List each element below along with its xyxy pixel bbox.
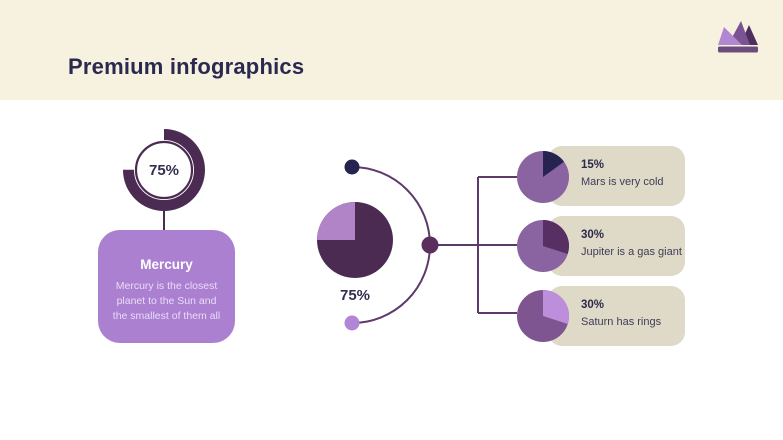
mars-pie-chart: [517, 151, 569, 203]
mercury-donut-chart: [123, 129, 205, 211]
center-pie-chart: [317, 202, 393, 278]
mars-percent: 15%: [581, 159, 605, 171]
saturn-label: Saturn has rings: [581, 316, 662, 328]
center-pie-percent-label: 75%: [339, 287, 371, 304]
info-card-jupiter: 30% Jupiter is a gas giant: [548, 216, 685, 276]
orbit-dot-top: [344, 159, 360, 175]
mercury-card: Mercury Mercury is the closest planet to…: [98, 230, 235, 343]
page-title: Premium infographics: [68, 54, 305, 79]
mercury-card-description: Mercury is the closest planet to the Sun…: [112, 280, 221, 322]
jupiter-label: Jupiter is a gas giant: [581, 246, 682, 258]
info-card-saturn: 30% Saturn has rings: [548, 286, 685, 346]
donut-percent-label: 75%: [148, 161, 180, 179]
crown-icon: [718, 21, 758, 53]
mercury-card-title: Mercury: [140, 257, 193, 272]
mars-label: Mars is very cold: [581, 176, 664, 188]
jupiter-pie-chart: [517, 220, 569, 272]
orbit-dot-bottom: [344, 315, 360, 331]
info-card-mars: 15% Mars is very cold: [548, 146, 685, 206]
saturn-percent: 30%: [581, 299, 605, 311]
jupiter-percent: 30%: [581, 229, 605, 241]
saturn-pie-chart: [517, 290, 569, 342]
orbit-dot-middle: [421, 236, 439, 254]
header-band: Premium infographics: [0, 0, 783, 100]
